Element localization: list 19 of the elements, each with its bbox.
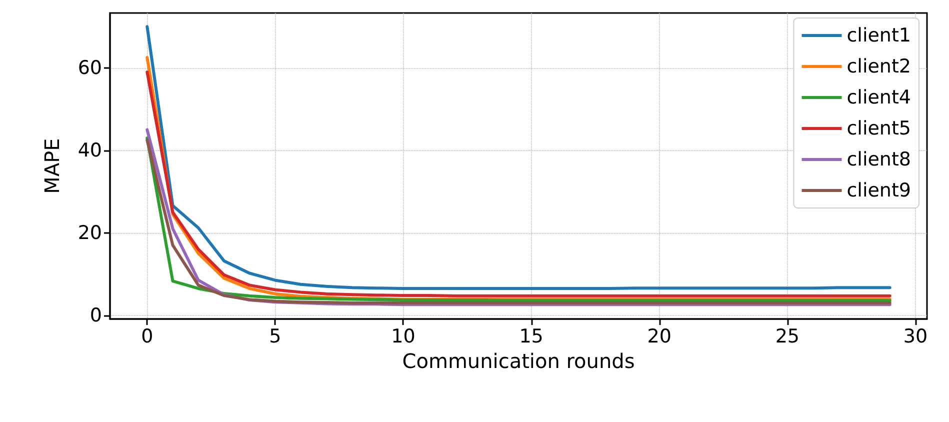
x-tick-label: 0: [141, 326, 154, 348]
legend-label: client4: [846, 86, 912, 108]
x-tick-label: 15: [519, 326, 544, 348]
legend-label: client2: [846, 56, 912, 78]
y-tick-label: 0: [90, 304, 102, 326]
y-axis-title: MAPE: [40, 138, 64, 194]
y-tick-label: 60: [78, 56, 102, 79]
x-tick-label: 25: [775, 326, 800, 348]
x-tick-label: 5: [269, 326, 282, 348]
x-axis-title: Communication rounds: [402, 349, 635, 373]
y-tick-label: 20: [78, 222, 102, 244]
x-tick-label: 10: [391, 326, 416, 348]
y-tick-label: 40: [78, 139, 102, 162]
legend-label: client5: [846, 118, 912, 140]
x-tick-label: 20: [647, 326, 672, 348]
legend-label: client9: [846, 180, 912, 202]
x-tick-label: 30: [903, 326, 928, 348]
legend-label: client8: [846, 148, 912, 170]
legend-label: client1: [846, 24, 912, 46]
